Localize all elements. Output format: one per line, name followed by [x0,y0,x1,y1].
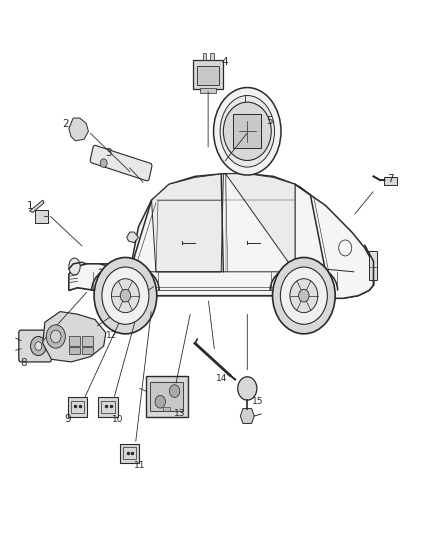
Bar [102,401,115,413]
Circle shape [290,279,318,313]
Bar [163,407,170,411]
Text: 2: 2 [63,119,69,130]
Bar [69,336,80,346]
Circle shape [31,336,46,356]
Text: 9: 9 [65,414,71,424]
Circle shape [102,267,149,324]
Circle shape [272,257,335,334]
Polygon shape [240,409,254,423]
Circle shape [112,279,139,313]
Bar [150,382,184,411]
Bar [120,443,139,463]
Bar [69,347,80,354]
Bar [146,376,187,417]
Circle shape [223,102,271,160]
Ellipse shape [220,95,275,167]
Ellipse shape [214,87,281,175]
Polygon shape [69,118,88,141]
Text: 15: 15 [251,397,263,406]
Text: 11: 11 [134,461,145,470]
Circle shape [94,257,157,334]
Polygon shape [43,312,106,362]
Text: 13: 13 [174,409,186,418]
Text: 5: 5 [267,116,273,126]
Bar [197,66,219,85]
FancyBboxPatch shape [19,330,51,362]
Polygon shape [226,174,295,272]
Text: 1: 1 [26,200,33,211]
Polygon shape [152,174,223,272]
Bar [193,60,223,89]
Bar [71,401,84,413]
Bar [35,210,47,223]
Polygon shape [69,174,374,298]
Bar [82,347,93,354]
Polygon shape [30,200,44,213]
Polygon shape [69,264,374,298]
Text: 7: 7 [388,174,394,184]
Circle shape [50,330,61,343]
Bar [369,251,377,280]
Text: 10: 10 [112,415,124,424]
Bar [123,447,136,459]
FancyBboxPatch shape [90,146,152,181]
Bar [200,88,216,93]
Bar [210,53,214,60]
Text: 14: 14 [215,374,227,383]
Bar [99,398,117,417]
Bar [385,177,396,185]
Circle shape [100,159,107,167]
Ellipse shape [69,258,80,275]
Circle shape [280,267,327,324]
Text: 12: 12 [106,331,117,340]
Circle shape [35,342,42,350]
Bar [233,114,261,148]
Polygon shape [127,232,138,243]
Circle shape [120,289,131,302]
Bar [203,53,206,60]
Bar [82,336,93,346]
Bar [68,398,87,417]
Circle shape [155,395,166,408]
Circle shape [46,325,65,348]
Text: 8: 8 [21,358,27,368]
Text: 3: 3 [105,148,111,158]
Circle shape [299,289,309,302]
Text: 4: 4 [221,58,228,67]
Circle shape [170,385,180,398]
Circle shape [238,377,257,400]
